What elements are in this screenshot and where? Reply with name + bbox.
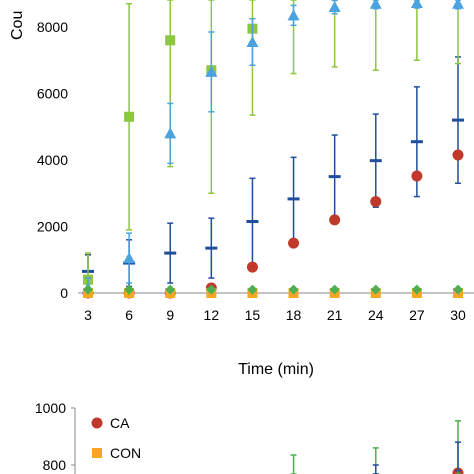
x-tick-label: 3 [84, 307, 92, 323]
series-3 [82, 0, 464, 294]
legend-item-con: CON [92, 445, 141, 461]
data-point [124, 111, 135, 122]
data-point [369, 0, 382, 9]
x-axis-label: Time (min) [238, 361, 314, 378]
y-tick-label: 8000 [37, 19, 68, 35]
error-bar [290, 454, 297, 474]
data-point [246, 261, 258, 273]
data-point [410, 140, 423, 144]
series-2 [83, 0, 461, 294]
series-ca [82, 149, 464, 299]
data-point [288, 284, 299, 295]
data-point [288, 237, 300, 249]
data-point [205, 65, 218, 77]
y-axis-label: Cou [9, 11, 26, 40]
data-point [411, 170, 423, 182]
data-point [287, 197, 300, 201]
data-point [246, 220, 259, 224]
data-point [329, 214, 341, 226]
data-point [205, 246, 218, 250]
x-tick-label: 30 [450, 307, 466, 323]
top-chart-series [82, 0, 464, 299]
x-tick-label: 24 [368, 307, 384, 323]
x-tick-label: 15 [245, 307, 261, 323]
data-point [411, 284, 422, 295]
data-point [369, 159, 382, 163]
series-3-hc [83, 284, 463, 295]
data-point [328, 175, 341, 179]
top-chart-y-ticks: 0 2000 4000 6000 8000 [37, 19, 68, 301]
error-bar [372, 0, 379, 71]
legend-label: CON [110, 445, 141, 461]
legend-marker [91, 417, 103, 429]
legend-item-ca: CA [91, 415, 130, 431]
data-point [328, 1, 341, 13]
data-point [164, 251, 177, 255]
y-tick-label: 6000 [37, 86, 68, 102]
error-bar [455, 441, 461, 472]
data-point [452, 149, 464, 161]
top-chart: 0 2000 4000 6000 8000 3 6 9 12 15 18 21 24 27 30 Time… [9, 0, 474, 378]
data-point [329, 284, 340, 295]
x-tick-label: 6 [125, 307, 133, 323]
series-0 [82, 56, 464, 289]
data-point [123, 252, 136, 264]
legend-label: CA [110, 415, 130, 431]
data-point [452, 118, 464, 122]
data-point [124, 284, 135, 295]
y-tick-label: 0 [60, 285, 68, 301]
bottom-chart-series [290, 420, 464, 474]
x-tick-label: 27 [409, 307, 425, 323]
data-point [247, 284, 258, 295]
data-point [370, 284, 381, 295]
data-point [165, 284, 176, 295]
y-tick-label: 2000 [37, 219, 68, 235]
data-point [287, 9, 300, 21]
data-point [206, 284, 217, 295]
x-tick-label: 18 [286, 307, 302, 323]
data-point [452, 0, 464, 9]
bottom-chart-y-ticks: 800 1000 [35, 400, 75, 473]
y-tick-label: 4000 [37, 152, 68, 168]
data-point [246, 35, 259, 47]
legend-marker [92, 448, 102, 458]
data-point [165, 35, 176, 46]
data-point [410, 0, 423, 9]
error-bar [372, 464, 379, 474]
error-bar [455, 0, 461, 65]
y-tick-label: 800 [43, 457, 67, 473]
x-tick-label: 12 [204, 307, 220, 323]
data-point [370, 196, 382, 208]
y-tick-label: 1000 [35, 400, 66, 416]
x-tick-label: 21 [327, 307, 343, 323]
data-point [453, 284, 463, 295]
data-point [83, 284, 93, 295]
top-chart-x-ticks: 3 6 9 12 15 18 21 24 27 30 [84, 307, 466, 323]
legend: CACON3-HC [91, 415, 141, 461]
data-point [164, 127, 177, 139]
error-bar [413, 0, 420, 61]
bottom-series-2 [372, 441, 461, 474]
x-tick-label: 9 [166, 307, 174, 323]
